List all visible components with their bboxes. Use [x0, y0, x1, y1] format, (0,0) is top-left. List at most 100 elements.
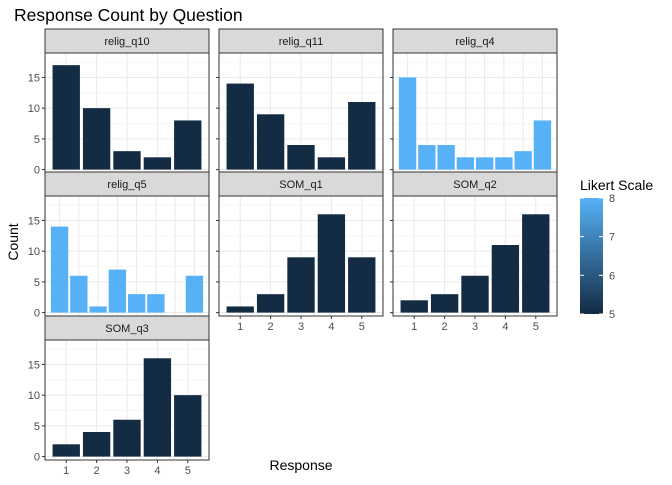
legend-tick-label: 5 — [609, 309, 615, 321]
x-tick-label: 4 — [502, 321, 508, 333]
x-tick-label: 2 — [94, 465, 100, 477]
facet-strip — [44, 171, 210, 197]
bar — [147, 294, 165, 313]
facet-panel: SOM_q3 1 2 3 4 5 0 5 10 15 — [28, 315, 210, 477]
bar — [52, 444, 80, 457]
bar — [522, 214, 550, 313]
plot-background — [393, 53, 557, 173]
y-tick-label: 5 — [34, 277, 40, 289]
bar — [491, 245, 520, 313]
bar — [127, 294, 146, 313]
bar — [226, 83, 254, 170]
legend-title: Likert Scale — [580, 177, 653, 193]
facet-strip-label: relig_q5 — [107, 179, 146, 191]
legend-tick-label: 6 — [609, 270, 615, 282]
x-tick-label: 4 — [154, 465, 160, 477]
bar — [400, 300, 428, 313]
y-tick-label: 10 — [28, 390, 40, 402]
y-tick-label: 0 — [34, 308, 40, 320]
bar — [256, 114, 285, 170]
facet-strip — [218, 171, 384, 197]
bar — [514, 151, 532, 170]
x-tick-label: 4 — [328, 321, 334, 333]
bar — [533, 120, 552, 170]
bar — [475, 157, 494, 170]
bar — [461, 275, 489, 313]
y-tick-label: 15 — [28, 215, 40, 227]
bar — [348, 102, 376, 170]
bar — [226, 306, 254, 313]
facet-strip-label: relig_q11 — [279, 36, 323, 48]
y-tick-label: 5 — [34, 134, 40, 146]
y-axis-label: Count — [5, 223, 21, 260]
x-tick-label: 2 — [442, 321, 448, 333]
bar — [82, 432, 111, 457]
facet-panel: SOM_q2 1 2 3 4 5 — [390, 171, 558, 333]
x-tick-label: 3 — [298, 321, 304, 333]
bar — [430, 294, 459, 313]
legend: Likert Scale 5 6 7 8 — [580, 177, 653, 321]
x-tick-label: 5 — [359, 321, 365, 333]
bar — [89, 306, 107, 313]
facet-strip-label: relig_q4 — [455, 36, 494, 48]
x-tick-label: 1 — [237, 321, 243, 333]
x-tick-label: 3 — [472, 321, 478, 333]
bar — [495, 157, 513, 170]
bar — [317, 157, 346, 170]
bar — [398, 77, 417, 170]
facet-panel: relig_q1012345051015 — [28, 28, 210, 190]
facet-panel: relig_q1112345 — [216, 28, 384, 190]
plot-background — [45, 196, 209, 316]
facet-strip-label: SOM_q1 — [279, 179, 322, 191]
bar — [52, 65, 80, 170]
bar — [143, 358, 172, 457]
bar — [185, 275, 204, 313]
y-tick-label: 15 — [28, 72, 40, 84]
bar — [50, 226, 69, 313]
bar — [70, 275, 88, 313]
facet-strip-label: SOM_q2 — [453, 179, 496, 191]
x-tick-label: 1 — [63, 465, 69, 477]
bar — [108, 269, 127, 313]
bar — [143, 157, 172, 170]
y-tick-label: 10 — [28, 103, 40, 115]
bar — [256, 294, 285, 313]
bar — [348, 257, 376, 313]
x-axis-label: Response — [269, 457, 332, 473]
bar — [287, 257, 315, 313]
facet-strip — [392, 171, 558, 197]
bar — [113, 151, 141, 170]
y-tick-label: 0 — [34, 165, 40, 177]
y-tick-label: 10 — [28, 246, 40, 258]
bar — [113, 419, 141, 457]
legend-tick-label: 8 — [609, 193, 615, 205]
legend-tick-label: 7 — [609, 232, 615, 244]
facet-strip — [44, 315, 210, 341]
bar — [437, 145, 455, 170]
bar — [287, 145, 315, 170]
facet-strip — [44, 28, 210, 54]
bar — [174, 395, 202, 457]
bar — [174, 120, 202, 170]
x-tick-label: 1 — [411, 321, 417, 333]
x-tick-label: 5 — [533, 321, 539, 333]
y-tick-label: 15 — [28, 359, 40, 371]
facet-strip-label: relig_q10 — [104, 36, 149, 48]
bar — [456, 157, 475, 170]
chart-title: Response Count by Question — [14, 5, 243, 25]
x-tick-label: 2 — [268, 321, 274, 333]
x-tick-label: 3 — [124, 465, 130, 477]
bar — [82, 108, 111, 170]
facet-strip-label: SOM_q3 — [105, 323, 148, 335]
legend-colorbar — [580, 198, 603, 314]
facet-panel: SOM_q1 1 2 3 4 5 — [216, 171, 384, 333]
bar — [317, 214, 346, 313]
x-tick-label: 5 — [185, 465, 191, 477]
y-tick-label: 5 — [34, 421, 40, 433]
facet-panel: relig_q412345678 — [390, 28, 558, 190]
y-tick-label: 0 — [34, 452, 40, 464]
bar — [418, 145, 436, 170]
facet-panel: relig_q512345678051015 — [28, 171, 210, 333]
